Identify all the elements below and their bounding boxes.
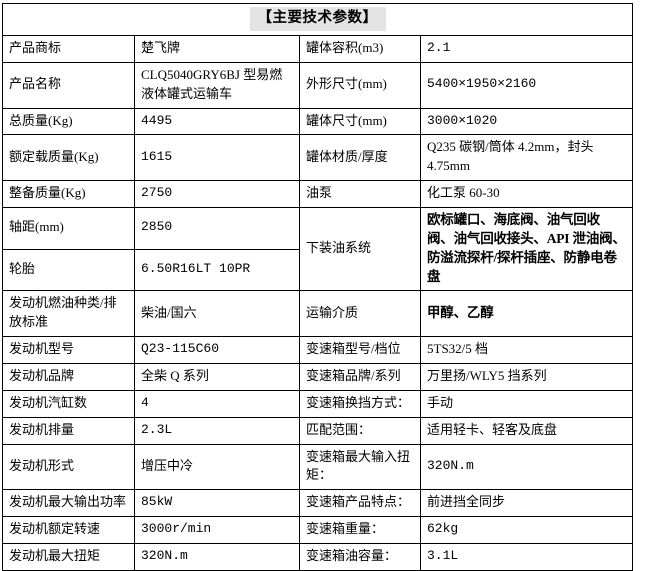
row-value-left: 2750 (134, 180, 300, 208)
row-label-right: 变速箱油容量： (299, 542, 421, 571)
row-label-left: 额定载质量(Kg) (2, 134, 135, 182)
row-label-right: 罐体材质/厚度 (299, 134, 421, 182)
row-label-left: 轴距(mm) (2, 206, 135, 250)
table-row: 发动机燃油种类/排放标准 柴油/国六 运输介质 甲醇、乙醇 (2, 290, 633, 338)
table-row: 发动机最大输出功率 85kW 变速箱产品特点： 前进挡全同步 (2, 489, 633, 518)
table-row: 发动机排量 2.3L 匹配范围： 适用轻卡、轻客及底盘 (2, 416, 633, 445)
row-value-left: 2850 (134, 206, 300, 250)
row-label-left: 发动机燃油种类/排放标准 (2, 290, 135, 338)
row-value-right: 320N.m (420, 443, 633, 491)
row-value-left: 2.3L (134, 416, 300, 445)
row-value-left: 4 (134, 389, 300, 418)
table-row: 发动机最大扭矩 320N.m 变速箱油容量： 3.1L (2, 542, 633, 571)
row-value-left: 柴油/国六 (134, 290, 300, 338)
row-value-left: 4495 (134, 107, 300, 136)
row-label-right: 油泵 (299, 180, 421, 208)
row-label-right: 下装油系统 (299, 206, 421, 292)
row-label-right: 变速箱重量： (299, 516, 421, 544)
row-label-right: 运输介质 (299, 290, 421, 338)
row-label-left: 发动机形式 (2, 443, 135, 491)
row-label-right: 匹配范围： (299, 416, 421, 445)
technical-parameters-table: 【主要技术参数】 产品商标 楚飞牌 罐体容积(m3) 2.1 产品名称 CLQ5040GR… (2, 2, 633, 571)
row-value-left: 楚飞牌 (134, 35, 300, 63)
table-row: 额定载质量(Kg) 1615 罐体材质/厚度 Q235 碳钢/筒体 4.2mm，封头 … (2, 134, 633, 182)
row-value-right: 化工泵 60-30 (420, 180, 633, 208)
row-value-right: 甲醇、乙醇 (420, 290, 633, 338)
row-label-left: 发动机型号 (2, 336, 135, 365)
row-label-left: 总质量(Kg) (2, 107, 135, 136)
table-row: 发动机汽缸数 4 变速箱换挡方式： 手动 (2, 389, 633, 418)
row-label-left: 发动机排量 (2, 416, 135, 445)
row-value-right: 2.1 (420, 35, 633, 63)
table-row: 发动机形式 增压中冷 变速箱最大输入扭矩： 320N.m (2, 443, 633, 491)
row-label-left: 产品商标 (2, 35, 135, 63)
title-row: 【主要技术参数】 (2, 2, 633, 37)
row-value-right: 62kg (420, 516, 633, 544)
table-row: 轴距(mm) 2850 下装油系统 欧标罐口、海底阀、油气回收阀、油气回收接头、API… (2, 206, 633, 292)
row-value-left: 全柴 Q 系列 (134, 363, 300, 391)
row-value-right: 适用轻卡、轻客及底盘 (420, 416, 633, 445)
row-label-left: 发动机额定转速 (2, 516, 135, 544)
row-value-right: 5TS32/5 档 (420, 336, 633, 365)
table-row: 轮胎 6.50R16LT 10PR (2, 248, 633, 292)
row-label-left: 产品名称 (2, 61, 135, 109)
row-value-left: 320N.m (134, 542, 300, 571)
row-value-right: 3.1L (420, 542, 633, 571)
table-row: 发动机品牌 全柴 Q 系列 变速箱品牌/系列 万里扬/WLY5 挡系列 (2, 363, 633, 391)
row-label-left: 整备质量(Kg) (2, 180, 135, 208)
table-title-cell: 【主要技术参数】 (2, 2, 633, 37)
row-label-left: 发动机最大扭矩 (2, 542, 135, 571)
table-row: 产品商标 楚飞牌 罐体容积(m3) 2.1 (2, 35, 633, 63)
row-label-right: 外形尺寸(mm) (299, 61, 421, 109)
row-value-left: 1615 (134, 134, 300, 182)
row-label-left: 发动机汽缸数 (2, 389, 135, 418)
row-value-right: 欧标罐口、海底阀、油气回收阀、油气回收接头、API 泄油阀、防溢流探杆/探杆插座… (420, 206, 633, 292)
row-value-left: 85kW (134, 489, 300, 518)
row-label-right: 变速箱型号/档位 (299, 336, 421, 365)
table-row: 产品名称 CLQ5040GRY6BJ 型易燃液体罐式运输车 外形尺寸(mm) 5400… (2, 61, 633, 109)
row-value-right: 万里扬/WLY5 挡系列 (420, 363, 633, 391)
row-value-right: 3000×1020 (420, 107, 633, 136)
row-label-right: 变速箱换挡方式： (299, 389, 421, 418)
row-value-right: 手动 (420, 389, 633, 418)
row-value-right: 前进挡全同步 (420, 489, 633, 518)
table-row: 发动机型号 Q23-115C60 变速箱型号/档位 5TS32/5 档 (2, 336, 633, 365)
table-body: 【主要技术参数】 (2, 2, 633, 37)
table-row: 总质量(Kg) 4495 罐体尺寸(mm) 3000×1020 (2, 107, 633, 136)
row-label-left: 发动机品牌 (2, 363, 135, 391)
row-label-right: 变速箱最大输入扭矩： (299, 443, 421, 491)
row-value-left: CLQ5040GRY6BJ 型易燃液体罐式运输车 (134, 61, 300, 109)
page-title: 【主要技术参数】 (249, 7, 386, 32)
row-label-left: 轮胎 (2, 248, 135, 292)
row-value-right: Q235 碳钢/筒体 4.2mm，封头 4.75mm (420, 134, 633, 182)
row-label-right: 罐体容积(m3) (299, 35, 421, 63)
row-label-right: 变速箱品牌/系列 (299, 363, 421, 391)
row-value-left: Q23-115C60 (134, 336, 300, 365)
table-row: 发动机额定转速 3000r/min 变速箱重量： 62kg (2, 516, 633, 544)
row-label-right: 罐体尺寸(mm) (299, 107, 421, 136)
spec-rows: 产品商标 楚飞牌 罐体容积(m3) 2.1 产品名称 CLQ5040GRY6BJ 型易燃液… (2, 35, 633, 571)
row-value-right: 5400×1950×2160 (420, 61, 633, 109)
row-value-left: 增压中冷 (134, 443, 300, 491)
row-value-left: 6.50R16LT 10PR (134, 248, 300, 292)
row-label-right: 变速箱产品特点： (299, 489, 421, 518)
row-label-left: 发动机最大输出功率 (2, 489, 135, 518)
row-value-left: 3000r/min (134, 516, 300, 544)
table-row: 整备质量(Kg) 2750 油泵 化工泵 60-30 (2, 180, 633, 208)
